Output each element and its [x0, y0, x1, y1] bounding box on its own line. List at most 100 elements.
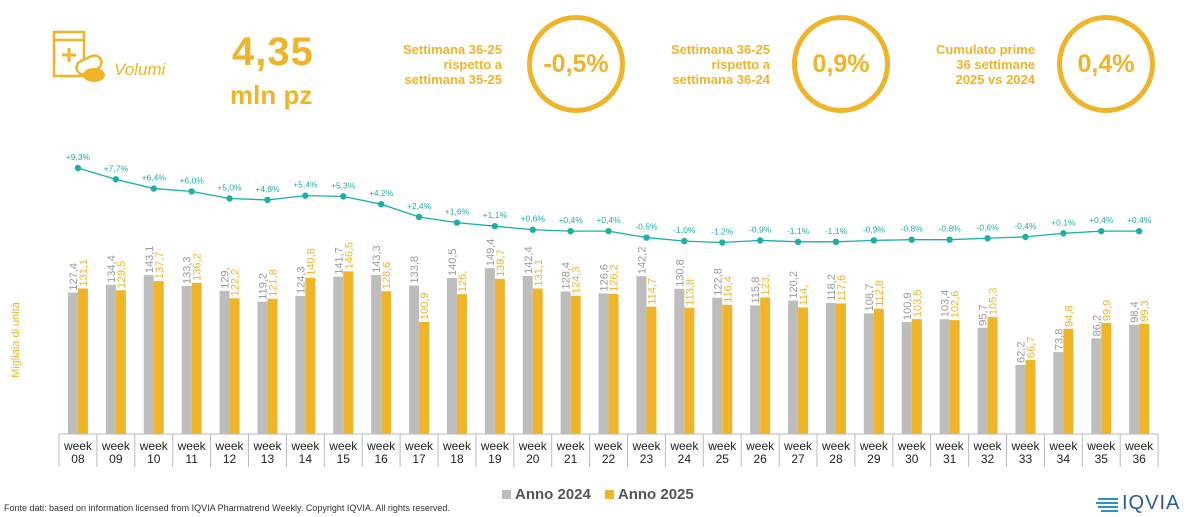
data-label-2024: 122,8 — [712, 268, 724, 296]
category-label-prefix: week — [1010, 439, 1040, 453]
bar-2025 — [229, 298, 240, 434]
category-label-prefix: week — [252, 439, 282, 453]
cumulative-growth-label: +2,4% — [407, 201, 432, 211]
bar-2025 — [760, 297, 771, 434]
category-label-prefix: week — [139, 439, 169, 453]
category-label-prefix: week — [442, 439, 472, 453]
cumulative-growth-label: -0,9% — [749, 224, 772, 234]
bar-2024 — [1129, 324, 1140, 434]
bar-2024 — [257, 301, 268, 434]
data-label-2025: 103,5 — [912, 290, 924, 318]
cumulative-growth-point — [794, 238, 802, 246]
bar-2025 — [646, 306, 657, 434]
bar-2025 — [911, 319, 922, 434]
legend-item-2024: Anno 2024 — [502, 486, 591, 503]
category-label-prefix: week — [973, 439, 1003, 453]
category-label-prefix: week — [859, 439, 889, 453]
category-label-prefix: week — [1124, 439, 1154, 453]
data-label-2024: 62,2 — [1015, 342, 1027, 363]
category-label-prefix: week — [935, 439, 965, 453]
bar-2025 — [381, 291, 392, 434]
category-label-prefix: week — [290, 439, 320, 453]
source-note: Fonte dati: based on information license… — [4, 503, 450, 513]
compare-circle-1: -0,5% — [527, 15, 625, 113]
category-label-number: 34 — [1057, 452, 1071, 466]
data-label-2025: 131,1 — [533, 259, 545, 287]
category-label-prefix: week — [177, 439, 207, 453]
data-label-2025: 136,2 — [192, 253, 204, 281]
data-label-2025: 102,6 — [950, 291, 962, 319]
data-label-2025: 128,6 — [381, 262, 393, 290]
category-label-prefix: week — [821, 439, 851, 453]
bar-2025 — [798, 307, 809, 434]
data-label-2024: 128,4 — [561, 262, 573, 290]
data-label-2025: 140,8 — [305, 248, 317, 276]
bar-2024 — [788, 300, 799, 434]
category-label-prefix: week — [328, 439, 358, 453]
cumulative-growth-point — [719, 239, 726, 246]
data-label-2024: 73,8 — [1053, 329, 1065, 350]
category-label-number: 17 — [412, 452, 426, 466]
bar-2024 — [522, 275, 533, 434]
kpi-value: 4,35 — [232, 30, 314, 74]
category-label-number: 20 — [526, 452, 540, 466]
data-label-2024: 130,8 — [674, 259, 686, 287]
bar-2024 — [181, 286, 192, 434]
data-label-2025: 105,3 — [988, 288, 1000, 316]
bar-2025 — [305, 277, 316, 434]
cumulative-growth-label: +5,3% — [331, 180, 356, 190]
bar-2025 — [835, 303, 846, 434]
category-label-number: 15 — [337, 452, 351, 466]
bar-2025 — [532, 288, 543, 434]
bar-2025 — [608, 293, 619, 434]
legend-swatch-2025 — [604, 490, 614, 499]
cumulative-growth-point — [908, 236, 915, 243]
cumulative-growth-point — [643, 234, 650, 241]
compare-text-3: Cumulato prime 36 settimane 2025 vs 2024 — [936, 42, 1035, 87]
legend: Anno 2024 Anno 2025 — [502, 486, 694, 503]
cumulative-growth-point — [1098, 227, 1105, 235]
cumulative-growth-label: +4,2% — [369, 188, 394, 198]
cumulative-growth-label: +4,8% — [255, 184, 280, 194]
data-label-2024: 142,2 — [636, 247, 648, 275]
bar-2024 — [484, 268, 495, 434]
data-label-2024: 143,1 — [144, 246, 156, 274]
bar-2024 — [1091, 338, 1102, 434]
cumulative-growth-label: -1,1% — [825, 226, 848, 236]
cumulative-growth-point — [984, 235, 991, 242]
data-label-2025: 100,9 — [419, 292, 431, 320]
data-label-2024: 86,2 — [1091, 315, 1103, 336]
legend-swatch-2024 — [502, 490, 511, 499]
bar-2024 — [105, 284, 116, 434]
cumulative-growth-point — [832, 238, 840, 246]
compare-circle-2: 0,9% — [792, 15, 890, 113]
cumulative-growth-label: -0,4% — [1014, 221, 1037, 231]
category-label-prefix: week — [101, 439, 131, 453]
bar-2024 — [712, 297, 723, 434]
data-label-2024: 133,8 — [409, 256, 421, 284]
data-label-2025: 123, — [760, 274, 772, 295]
category-label-number: 16 — [374, 452, 388, 466]
category-label-number: 33 — [1019, 452, 1033, 466]
bar-2025 — [1025, 359, 1036, 434]
bar-2024 — [750, 305, 761, 434]
category-label-number: 35 — [1095, 452, 1109, 466]
kpi-unit: mln pz — [230, 80, 313, 110]
category-label-prefix: week — [518, 439, 548, 453]
data-label-2024: 115,8 — [750, 277, 762, 304]
pill-box-icon — [52, 30, 105, 82]
cumulative-growth-point — [529, 226, 536, 233]
bar-2024 — [409, 285, 420, 434]
cumulative-growth-label: -0,8% — [901, 224, 924, 234]
data-label-2025: 139,7 — [495, 249, 507, 277]
bar-2024 — [939, 319, 950, 434]
cumulative-growth-label: +7,7% — [104, 163, 129, 173]
data-label-2024: 126,6 — [599, 264, 611, 292]
cumulative-growth-point — [264, 196, 271, 204]
category-label-number: 27 — [791, 452, 805, 466]
data-label-2025: 121,8 — [267, 269, 279, 297]
cumulative-growth-point — [870, 237, 878, 244]
data-label-2024: 100,9 — [902, 292, 914, 320]
compare-text-2: Settimana 36-25 rispetto a settimana 36-24 — [671, 42, 770, 87]
data-label-2024: 143,3 — [371, 245, 383, 273]
